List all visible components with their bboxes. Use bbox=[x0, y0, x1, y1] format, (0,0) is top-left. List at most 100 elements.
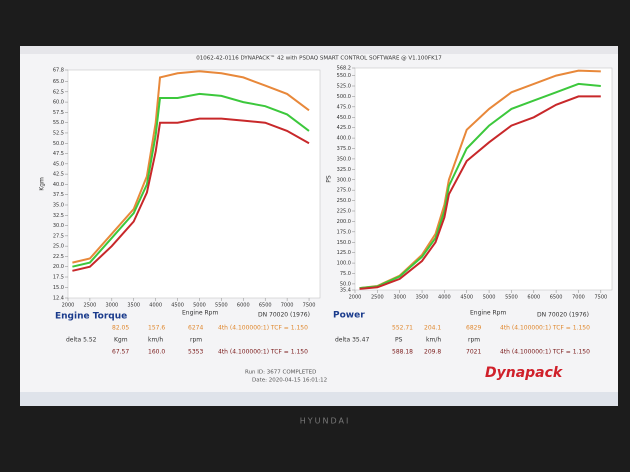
x-tick-label: 7500 bbox=[303, 303, 316, 309]
y-tick-label: 325.0 bbox=[337, 167, 351, 173]
x-tick-label: 5000 bbox=[193, 303, 206, 309]
y-tick-label: 45.0 bbox=[53, 161, 64, 167]
y-tick-label: 175.0 bbox=[337, 229, 351, 235]
x-tick-label: 3500 bbox=[416, 295, 429, 301]
y-tick-label: 425.0 bbox=[337, 125, 351, 131]
value: 552.71 bbox=[392, 325, 413, 332]
x-tick-label: 6500 bbox=[259, 303, 272, 309]
y-tick-label: 450.0 bbox=[337, 115, 351, 121]
y-tick-label: 55.0 bbox=[53, 120, 64, 126]
y-tick-label: 30.0 bbox=[53, 223, 64, 229]
x-tick-label: 7000 bbox=[572, 295, 585, 301]
unit: rpm bbox=[468, 337, 480, 344]
x-tick-label: 6000 bbox=[237, 303, 250, 309]
delta: delta 35.47 bbox=[335, 337, 369, 344]
value: 5353 bbox=[188, 349, 203, 356]
y-tick-label: 150.0 bbox=[337, 240, 351, 246]
series-line bbox=[72, 70, 310, 264]
y-tick-label: 20.0 bbox=[53, 264, 64, 270]
value: 204.1 bbox=[424, 325, 441, 332]
y-tick-label: 57.5 bbox=[53, 110, 64, 116]
x-tick-label: 4500 bbox=[460, 295, 473, 301]
x-tick-label: 6000 bbox=[527, 295, 540, 301]
torque-title: Engine Torque bbox=[55, 312, 127, 322]
run-id: Run ID: 3677 COMPLETED bbox=[245, 370, 316, 376]
y-tick-label: 375.0 bbox=[337, 146, 351, 152]
x-tick-label: 6500 bbox=[550, 295, 563, 301]
value: 157.6 bbox=[148, 325, 165, 332]
y-tick-label: 400.0 bbox=[337, 136, 351, 142]
logo: Dynapack bbox=[485, 365, 564, 381]
y-tick-label: 35.4 bbox=[340, 288, 351, 294]
y-axis-label: Kgm bbox=[39, 177, 46, 191]
y-tick-label: 27.5 bbox=[53, 233, 64, 239]
series-line bbox=[72, 117, 310, 272]
y-tick-label: 568.2 bbox=[337, 66, 351, 72]
y-tick-label: 40.0 bbox=[53, 182, 64, 188]
unit: km/h bbox=[148, 337, 163, 344]
value: 67.57 bbox=[112, 349, 129, 356]
y-tick-label: 350.0 bbox=[337, 156, 351, 162]
value: 4th (4.100000:1) TCF = 1.150 bbox=[500, 349, 590, 356]
run-date: Date: 2020-04-15 16:01:12 bbox=[252, 378, 327, 384]
delta: delta 5.52 bbox=[66, 337, 97, 344]
value: 4th (4.100000:1) TCF = 1.150 bbox=[218, 349, 308, 356]
x-tick-label: 4000 bbox=[438, 295, 451, 301]
power-title: Power bbox=[333, 311, 365, 321]
value: 82.05 bbox=[112, 325, 129, 332]
x-tick-label: 5500 bbox=[505, 295, 518, 301]
unit: Kgm bbox=[114, 337, 128, 344]
x-tick-label: 2000 bbox=[62, 303, 75, 309]
y-tick-label: 100.0 bbox=[337, 261, 351, 267]
torque-dn: DN 70020 (1976) bbox=[258, 312, 310, 319]
y-tick-label: 125.0 bbox=[337, 250, 351, 256]
y-tick-label: 500.0 bbox=[337, 94, 351, 100]
y-tick-label: 67.8 bbox=[53, 68, 64, 74]
y-tick-label: 12.4 bbox=[53, 296, 64, 302]
x-tick-label: 3000 bbox=[105, 303, 118, 309]
y-tick-label: 42.5 bbox=[53, 172, 64, 178]
x-tick-label: 2500 bbox=[371, 295, 384, 301]
value: 588.18 bbox=[392, 349, 413, 356]
x-tick-label: 4500 bbox=[171, 303, 184, 309]
x-tick-label: 5000 bbox=[483, 295, 496, 301]
title-bar bbox=[20, 46, 618, 54]
value: 4th (4.100000:1) TCF = 1.150 bbox=[500, 325, 590, 332]
value: 7021 bbox=[466, 349, 481, 356]
y-tick-label: 225.0 bbox=[337, 209, 351, 215]
value: 6274 bbox=[188, 325, 203, 332]
power-dn: DN 70020 (1976) bbox=[537, 312, 589, 319]
value: 6829 bbox=[466, 325, 481, 332]
x-tick-label: 2000 bbox=[349, 295, 362, 301]
plot-area bbox=[354, 67, 613, 291]
series-line bbox=[359, 82, 601, 290]
x-tick-label: 5500 bbox=[215, 303, 228, 309]
y-tick-label: 525.0 bbox=[337, 84, 351, 90]
y-tick-label: 50.0 bbox=[340, 281, 351, 287]
x-tick-label: 7000 bbox=[281, 303, 294, 309]
y-tick-label: 275.0 bbox=[337, 188, 351, 194]
y-tick-label: 47.5 bbox=[53, 151, 64, 157]
y-tick-label: 35.0 bbox=[53, 202, 64, 208]
series-line bbox=[72, 92, 310, 268]
unit: PS bbox=[395, 337, 403, 344]
y-tick-label: 250.0 bbox=[337, 198, 351, 204]
unit: rpm bbox=[190, 337, 202, 344]
y-tick-label: 22.5 bbox=[53, 254, 64, 260]
y-tick-label: 15.0 bbox=[53, 285, 64, 291]
x-tick-label: 2500 bbox=[84, 303, 97, 309]
value: 160.0 bbox=[148, 349, 165, 356]
y-tick-label: 60.0 bbox=[53, 100, 64, 106]
y-tick-label: 62.5 bbox=[53, 89, 64, 95]
y-tick-label: 25.0 bbox=[53, 244, 64, 250]
unit: km/h bbox=[426, 337, 441, 344]
y-tick-label: 65.0 bbox=[53, 79, 64, 85]
y-tick-label: 475.0 bbox=[337, 104, 351, 110]
y-tick-label: 50.0 bbox=[53, 141, 64, 147]
y-tick-label: 52.5 bbox=[53, 130, 64, 136]
y-tick-label: 550.0 bbox=[337, 73, 351, 79]
series-line bbox=[359, 95, 601, 290]
y-tick-label: 37.5 bbox=[53, 192, 64, 198]
taskbar bbox=[20, 392, 618, 406]
